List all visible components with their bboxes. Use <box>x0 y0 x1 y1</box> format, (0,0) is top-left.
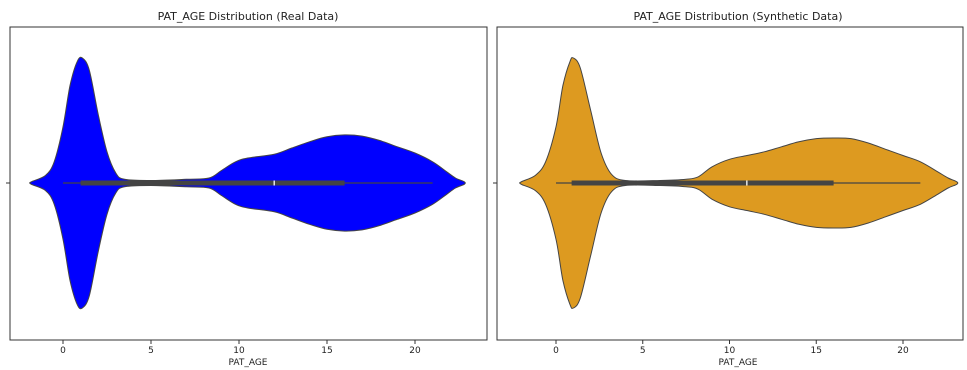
x-tick-label-synthetic: 0 <box>553 346 559 356</box>
chart-title-synthetic: PAT_AGE Distribution (Synthetic Data) <box>633 10 842 23</box>
x-tick-label-real: 20 <box>409 346 421 356</box>
x-tick-label-real: 5 <box>148 346 154 356</box>
x-tick-label-real: 10 <box>233 346 245 356</box>
iqr-box-real <box>80 180 345 186</box>
subplot-real: PAT_AGE Distribution (Real Data) 0 5 10 15 2… <box>6 10 488 368</box>
x-tick-label-synthetic: 20 <box>897 346 909 356</box>
subplot-synthetic: PAT_AGE Distribution (Synthetic Data) 0 5… <box>493 10 964 368</box>
chart-title-real: PAT_AGE Distribution (Real Data) <box>158 10 339 23</box>
x-tick-label-synthetic: 10 <box>724 346 736 356</box>
x-axis-label-real: PAT_AGE <box>229 358 268 368</box>
x-tick-label-synthetic: 5 <box>640 346 646 356</box>
plot-area-synthetic <box>519 57 959 309</box>
x-ticks-synthetic: 0 5 10 15 20 <box>553 340 909 356</box>
plot-area-real <box>29 56 466 310</box>
x-axis-label-synthetic: PAT_AGE <box>719 358 758 368</box>
x-tick-label-real: 0 <box>60 346 66 356</box>
x-tick-label-real: 15 <box>321 346 332 356</box>
x-ticks-real: 0 5 10 15 20 <box>60 340 421 356</box>
x-tick-label-synthetic: 15 <box>811 346 822 356</box>
iqr-box-synthetic <box>571 180 834 186</box>
